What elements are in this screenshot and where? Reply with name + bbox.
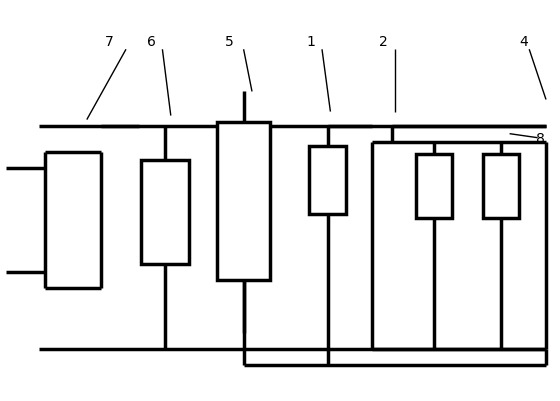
Text: 4: 4 xyxy=(519,35,528,49)
Bar xyxy=(309,146,346,215)
Bar xyxy=(141,160,189,265)
Bar xyxy=(483,154,519,219)
Text: 1: 1 xyxy=(306,35,315,49)
Text: 6: 6 xyxy=(147,35,156,49)
Text: 5: 5 xyxy=(225,35,234,49)
Text: 8: 8 xyxy=(536,132,545,145)
Text: 7: 7 xyxy=(105,35,114,49)
Text: 2: 2 xyxy=(379,35,388,49)
Bar xyxy=(416,154,452,219)
Bar xyxy=(217,122,270,281)
